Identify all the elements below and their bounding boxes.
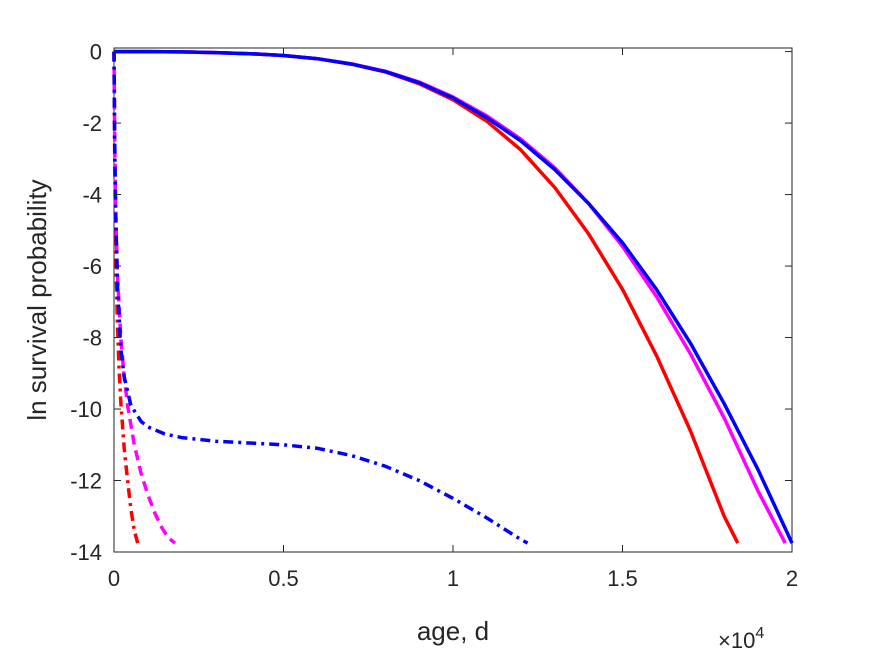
y-tick-label: -14 — [70, 540, 102, 565]
y-tick-label: -10 — [70, 397, 102, 422]
x-tick-label: 1 — [447, 566, 459, 591]
y-ticks: 0 -2 -4 -6 -8 -10 -12 -14 — [70, 40, 792, 565]
x-tick-label: 1.5 — [607, 566, 638, 591]
y-tick-label: -4 — [82, 183, 102, 208]
x-tick-label: 0 — [108, 566, 120, 591]
y-axis-label: ln survival probability — [22, 179, 52, 420]
x-tick-label: 2 — [786, 566, 798, 591]
x-axis-multiplier-exponent: 4 — [755, 625, 764, 642]
series-line-3 — [114, 49, 794, 544]
y-tick-label: -8 — [82, 326, 102, 351]
series-layer — [112, 49, 794, 545]
x-tick-label: 0.5 — [268, 566, 299, 591]
x-axis-multiplier-base: ×10 — [718, 628, 755, 653]
series-line-5 — [112, 51, 177, 545]
x-ticks: 0 0.5 1 1.5 2 — [108, 48, 798, 591]
plot-area — [113, 47, 793, 553]
x-axis-multiplier: ×104 — [718, 625, 764, 653]
y-tick-label: 0 — [90, 40, 102, 65]
y-tick-label: -2 — [82, 111, 102, 136]
y-tick-label: -6 — [82, 254, 102, 279]
x-axis-label: age, d — [417, 616, 489, 646]
y-tick-label: -12 — [70, 469, 102, 494]
